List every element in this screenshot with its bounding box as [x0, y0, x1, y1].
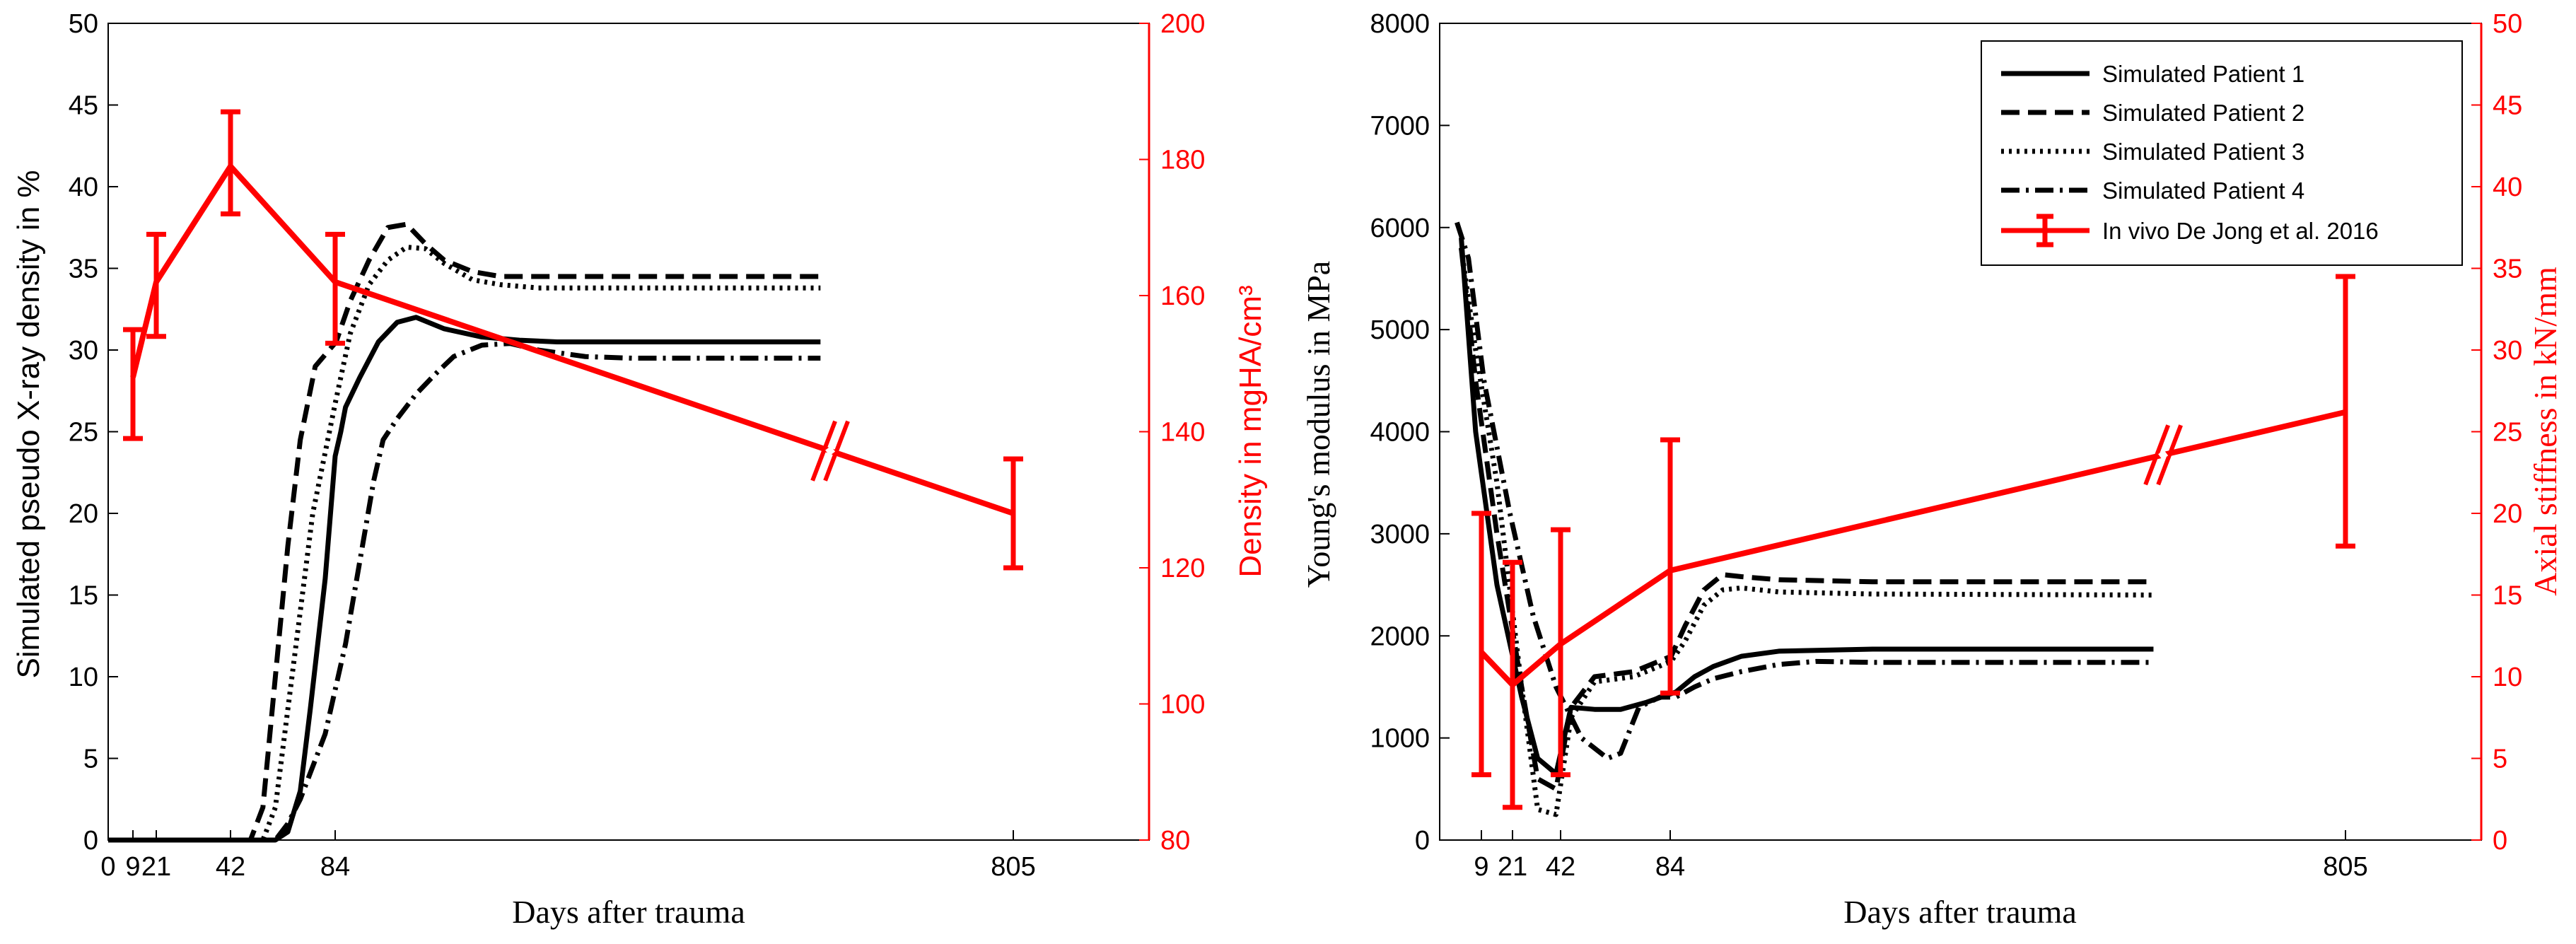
left-series-patient-1 — [108, 315, 821, 843]
left-ytick-right-label: 140 — [1160, 418, 1205, 448]
left-axis-break-mark — [810, 420, 837, 482]
left-ytick-right-label: 80 — [1160, 826, 1190, 856]
legend-label-in-vivo: In vivo De Jong et al. 2016 — [2102, 218, 2379, 244]
left-ytick-right-label: 200 — [1160, 9, 1205, 39]
legend-box — [1981, 40, 2463, 266]
right-ytick-right-label: 45 — [2493, 91, 2522, 121]
left-ytick-label: 5 — [83, 745, 98, 774]
left-ytick-label: 15 — [69, 581, 98, 611]
left-ytick-right-label: 180 — [1160, 146, 1205, 175]
left-ytick-label: 35 — [69, 255, 98, 284]
left-xtick-label: 805 — [991, 852, 1035, 882]
right-ytick-right-label: 0 — [2493, 826, 2507, 856]
right-ytick-label: 5000 — [1370, 315, 1430, 345]
left-left-ticks: 0 5 10 15 20 25 30 35 40 45 50 — [69, 9, 118, 856]
left-x-axis-title: Days after trauma — [512, 894, 745, 930]
left-series-layer — [108, 109, 1023, 843]
right-xtick-label: 805 — [2323, 852, 2367, 882]
left-xtick-label: 9 — [125, 852, 140, 882]
right-xtick-label: 9 — [1474, 852, 1488, 882]
left-ytick-right-label: 120 — [1160, 554, 1205, 583]
left-xtick-label: 21 — [141, 852, 171, 882]
right-xtick-label: 42 — [1546, 852, 1575, 882]
right-ytick-label: 1000 — [1370, 724, 1430, 754]
right-ytick-right-label: 20 — [2493, 499, 2522, 529]
left-xtick-label: 0 — [100, 852, 115, 882]
left-chart: 0 5 10 15 20 25 30 35 40 45 50 80 100 120 140 160 180 20… — [11, 9, 1268, 930]
right-xtick-label: 84 — [1655, 852, 1685, 882]
right-ytick-label: 4000 — [1370, 418, 1430, 448]
right-ytick-label: 8000 — [1370, 9, 1430, 39]
right-ytick-right-label: 40 — [2493, 173, 2522, 202]
left-ytick-label: 20 — [69, 499, 98, 529]
left-xtick-label: 42 — [216, 852, 245, 882]
left-x-ticks: 0 9 21 42 84 805 — [100, 830, 1036, 882]
right-ytick-label: 2000 — [1370, 622, 1430, 651]
right-ytick-label: 7000 — [1370, 111, 1430, 141]
left-ytick-label: 10 — [69, 663, 98, 692]
right-x-axis-title: Days after trauma — [1843, 894, 2077, 930]
left-ytick-label: 40 — [69, 173, 98, 202]
left-xtick-label: 84 — [320, 852, 350, 882]
right-ytick-right-label: 35 — [2493, 255, 2522, 284]
right-left-ticks: 0 1000 2000 3000 4000 5000 6000 7000 8000 — [1370, 9, 1450, 856]
right-x-ticks: 9 21 42 84 805 — [1474, 830, 2368, 882]
left-right-ticks: 80 100 120 140 160 180 200 — [1139, 9, 1205, 856]
right-ytick-right-label: 10 — [2493, 663, 2522, 692]
legend: Simulated Patient 1 Simulated Patient 2 … — [1981, 40, 2463, 266]
right-axis-break-mark — [2143, 424, 2170, 486]
left-ytick-right-label: 100 — [1160, 690, 1205, 720]
left-series-patient-2 — [108, 221, 821, 843]
right-right-axis-title: Axial stiffness in kN/mm — [2527, 267, 2563, 596]
right-y-axis-title: Young's modulus in MPa — [1300, 261, 1336, 588]
left-ytick-right-label: 160 — [1160, 281, 1205, 311]
right-chart: 0 1000 2000 3000 4000 5000 6000 7000 8000 0 5 10 15… — [1300, 9, 2563, 930]
left-ytick-label: 25 — [69, 418, 98, 448]
left-axis-break-gap — [825, 445, 836, 456]
right-ytick-label: 6000 — [1370, 214, 1430, 243]
right-ytick-right-label: 15 — [2493, 581, 2522, 611]
left-ytick-label: 0 — [83, 826, 98, 856]
right-axis-break-mark — [2156, 424, 2183, 486]
legend-label-patient-3: Simulated Patient 3 — [2102, 139, 2304, 165]
right-ytick-right-label: 50 — [2493, 9, 2522, 39]
right-xtick-label: 21 — [1498, 852, 1527, 882]
right-ytick-label: 3000 — [1370, 520, 1430, 549]
left-ytick-label: 30 — [69, 336, 98, 366]
left-plot-frame — [107, 23, 1150, 841]
right-axis-break-gap — [2158, 450, 2169, 460]
right-ytick-right-label: 30 — [2493, 336, 2522, 366]
left-y-axis-title: Simulated pseudo X-ray density in % — [11, 170, 46, 678]
right-series-layer — [1455, 221, 2355, 817]
right-ytick-label: 0 — [1415, 826, 1430, 856]
legend-label-patient-2: Simulated Patient 2 — [2102, 100, 2304, 126]
right-right-ticks: 0 5 10 15 20 25 30 35 40 45 50 — [2471, 9, 2522, 856]
left-right-axis-title: Density in mgHA/cm³ — [1233, 285, 1268, 577]
left-ytick-label: 50 — [69, 9, 98, 39]
legend-label-patient-4: Simulated Patient 4 — [2102, 177, 2304, 204]
right-ytick-right-label: 5 — [2493, 745, 2507, 774]
left-axis-break-mark — [823, 420, 850, 482]
left-ytick-label: 45 — [69, 91, 98, 121]
right-ytick-right-label: 25 — [2493, 418, 2522, 448]
legend-label-patient-1: Simulated Patient 1 — [2102, 61, 2304, 87]
